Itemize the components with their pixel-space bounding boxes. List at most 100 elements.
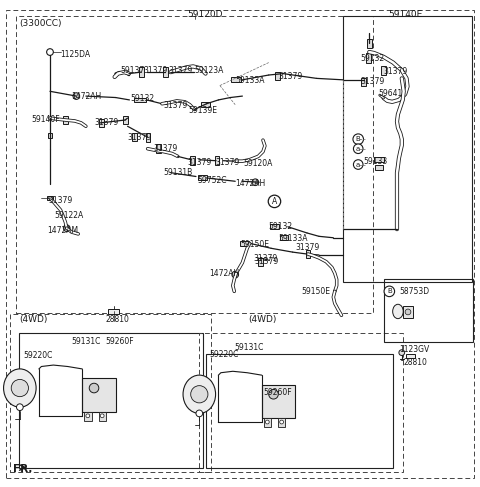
Bar [275,72,280,80]
Circle shape [11,379,28,396]
Bar [156,145,161,153]
Text: 59122A: 59122A [54,211,84,220]
Text: 1472AH: 1472AH [209,269,240,278]
Text: 59120A: 59120A [244,159,273,168]
Circle shape [47,49,53,56]
Circle shape [191,386,208,403]
Text: 31379: 31379 [295,243,319,252]
Text: 59123A: 59123A [194,66,224,75]
Bar [99,412,106,421]
Text: (4WD): (4WD) [19,315,47,324]
Text: 59139E: 59139E [188,106,217,115]
Bar [63,116,68,124]
Bar [132,133,137,141]
Text: 31379: 31379 [163,101,188,110]
Bar [19,334,203,468]
Bar [47,196,53,201]
Circle shape [265,420,269,424]
Text: 31379: 31379 [154,144,178,153]
Text: a: a [356,162,360,168]
Text: A: A [272,197,277,206]
Text: 59133A: 59133A [235,76,264,85]
Bar [99,119,104,127]
Text: 31379: 31379 [253,254,277,263]
Ellipse shape [393,304,403,318]
Circle shape [86,414,90,418]
Bar [201,102,210,107]
Circle shape [196,410,203,417]
Circle shape [252,179,259,186]
Bar [16,16,373,313]
Text: (3300CC): (3300CC) [19,19,61,28]
Bar [367,39,372,48]
Circle shape [280,420,284,424]
Text: 59131C: 59131C [72,337,101,346]
Text: 59132: 59132 [130,94,154,103]
Text: 59220C: 59220C [24,352,53,360]
Ellipse shape [3,369,36,407]
Circle shape [73,93,80,99]
Text: 59641: 59641 [379,89,403,98]
Text: 31379: 31379 [48,196,73,205]
Bar [264,418,271,427]
Ellipse shape [183,375,216,413]
Bar [190,156,194,165]
Text: 31379: 31379 [254,257,278,266]
Bar [361,78,366,86]
Text: 59131B: 59131B [163,168,192,177]
Circle shape [384,286,395,297]
Text: 58753D: 58753D [399,287,429,296]
Bar [215,156,219,165]
Bar [270,225,279,229]
Text: 31379: 31379 [168,66,192,75]
Circle shape [269,390,278,399]
Bar [374,157,384,162]
Circle shape [16,404,23,411]
Text: 31379: 31379 [94,118,118,128]
Circle shape [268,195,281,207]
Text: 31379: 31379 [278,73,302,81]
Bar [48,133,52,138]
Text: 31379: 31379 [360,77,385,86]
Bar [163,67,168,77]
Bar [375,166,383,170]
Text: FR.: FR. [12,465,32,474]
Text: 59140F: 59140F [32,114,60,124]
Circle shape [63,225,70,231]
Bar [82,378,116,412]
Text: 28810: 28810 [404,357,428,367]
Text: 59131C: 59131C [234,343,264,352]
Text: 59133A: 59133A [278,234,308,243]
Bar [231,77,241,82]
Bar [343,16,472,282]
Text: (4WD): (4WD) [249,315,277,324]
Text: 31379: 31379 [128,133,152,142]
Text: 1472AH: 1472AH [235,179,265,188]
Text: 31379: 31379 [187,158,212,167]
Bar [123,116,128,124]
Text: B: B [387,288,392,294]
Text: 1472AM: 1472AM [48,225,79,235]
Circle shape [353,160,363,169]
Bar [406,354,415,358]
Circle shape [353,144,363,153]
Bar [262,385,295,418]
Text: 59260F: 59260F [263,388,291,397]
Bar [306,250,311,258]
Circle shape [399,350,405,356]
Circle shape [100,414,104,418]
Bar [134,97,146,102]
Bar [198,175,207,180]
Bar [84,412,92,421]
Text: 1472AH: 1472AH [72,92,102,101]
Bar [199,334,403,472]
Text: 59150E: 59150E [240,240,269,249]
Text: 28810: 28810 [106,315,130,324]
Text: 59137: 59137 [120,66,144,75]
Bar [381,66,386,75]
Text: 59133: 59133 [363,157,388,166]
Circle shape [353,134,363,145]
Bar [384,280,473,341]
Text: 59140E: 59140E [388,10,422,19]
Bar [10,314,211,472]
